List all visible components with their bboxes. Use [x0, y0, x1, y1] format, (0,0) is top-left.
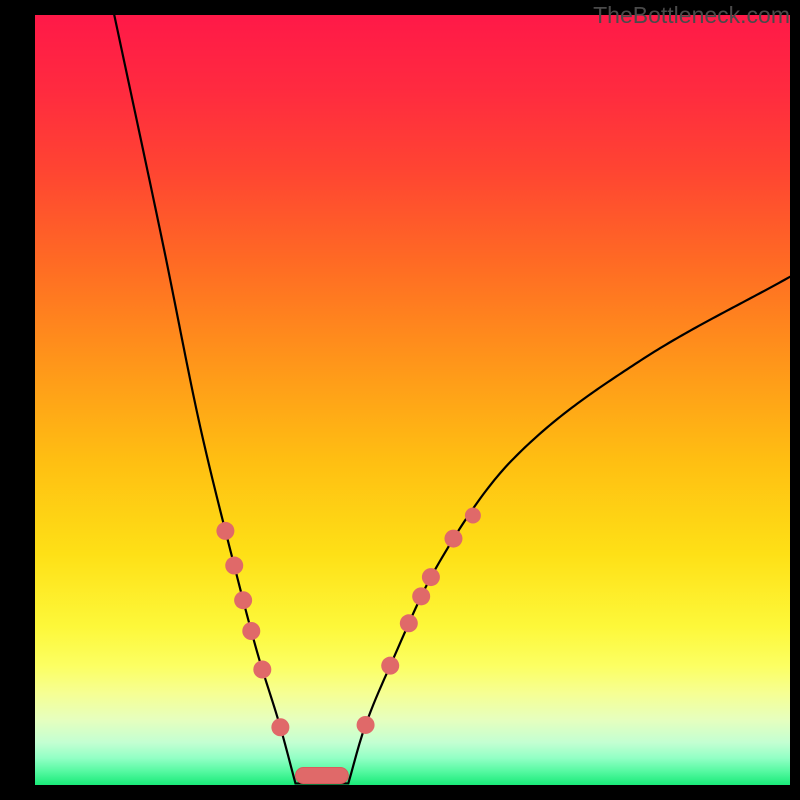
- plot-area: [35, 15, 790, 785]
- marker-right-4: [422, 568, 440, 586]
- marker-left-4: [253, 661, 271, 679]
- marker-right-2: [400, 614, 418, 632]
- marker-right-0: [357, 716, 375, 734]
- marker-flat-bottom: [295, 767, 348, 783]
- marker-left-3: [242, 622, 260, 640]
- marker-left-2: [234, 591, 252, 609]
- watermark-text: TheBottleneck.com: [593, 2, 790, 29]
- marker-right-3: [412, 587, 430, 605]
- marker-left-1: [225, 557, 243, 575]
- marker-left-0: [216, 522, 234, 540]
- plot-svg: [35, 15, 790, 785]
- marker-left-5: [271, 718, 289, 736]
- marker-extra-right: [465, 508, 481, 524]
- marker-right-1: [381, 657, 399, 675]
- marker-right-5: [444, 530, 462, 548]
- chart-container: TheBottleneck.com: [0, 0, 800, 800]
- plot-background: [35, 15, 790, 785]
